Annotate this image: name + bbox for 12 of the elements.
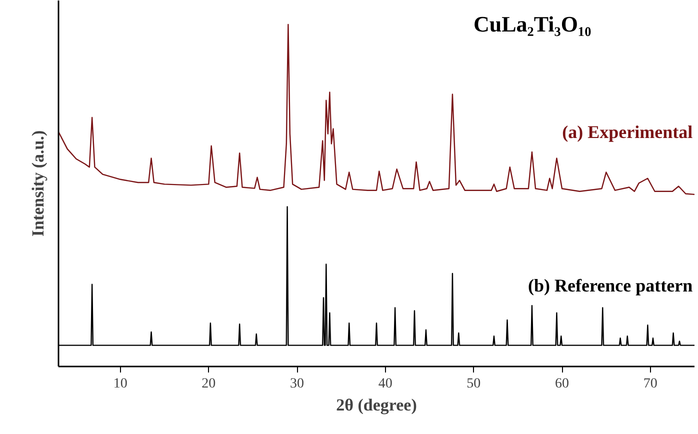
x-tick-label: 70 (643, 376, 658, 392)
x-tick-label: 60 (555, 376, 569, 392)
x-tick-label: 50 (466, 376, 481, 392)
x-axis-title: 2θ (degree) (336, 396, 417, 414)
chart-title: CuLa₂Ti₃O₁₀ (473, 11, 592, 36)
x-tick-label: 10 (113, 376, 128, 392)
series-label: (a) Experimental (562, 122, 693, 142)
series-label: (b) Reference pattern (528, 275, 693, 296)
x-tick-label: 40 (378, 376, 392, 392)
x-tick-label: 20 (202, 376, 216, 392)
x-tick-label: 30 (290, 376, 304, 392)
y-axis-title: Intensity (a.u.) (28, 130, 48, 237)
